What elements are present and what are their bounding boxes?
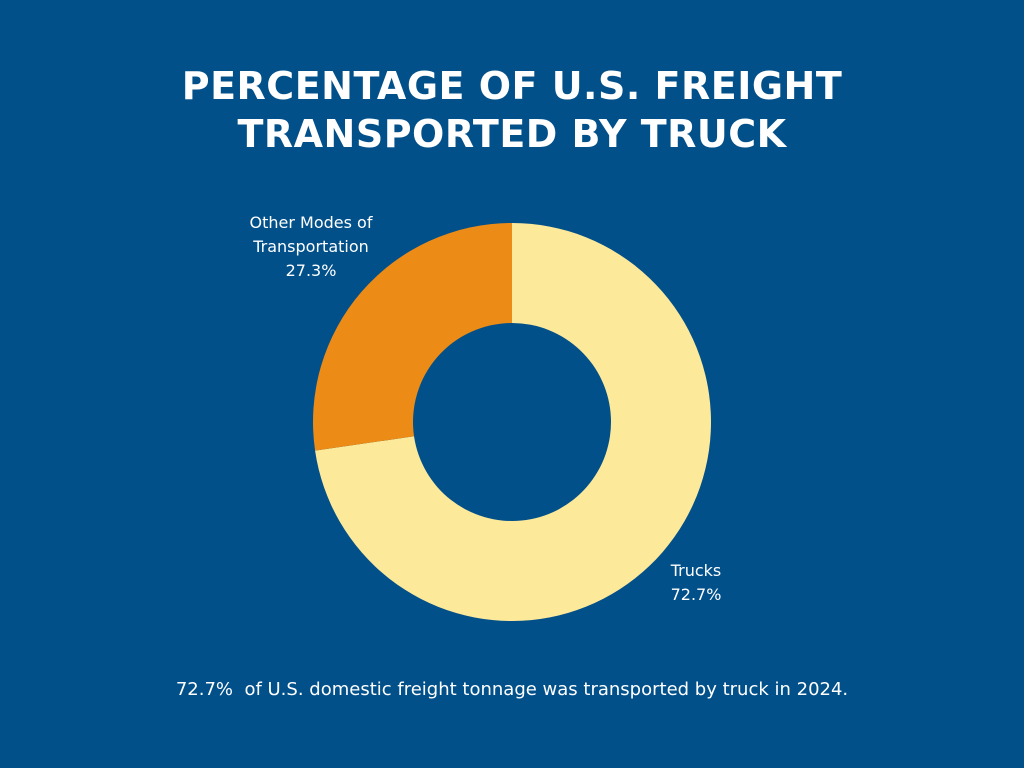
slice-label-other-modes-of-transportation-line-2: Transportation	[252, 237, 369, 256]
chart-caption: 72.7% of U.S. domestic freight tonnage w…	[175, 679, 849, 700]
slice-label-trucks-line-2: 72.7%	[671, 585, 722, 604]
donut-slice-other-modes-of-transportation	[312, 223, 512, 451]
slice-label-other-modes-of-transportation-line-1: Other Modes of	[250, 213, 373, 232]
slice-label-other-modes-of-transportation: Other Modes of Transportation 27.3%	[250, 213, 373, 280]
slice-label-other-modes-of-transportation-line-3: 27.3%	[286, 261, 337, 280]
slice-label-trucks-line-1: Trucks	[670, 561, 722, 580]
chart-title-line-1: PERCENTAGE OF U.S. FREIGHT	[181, 64, 843, 108]
chart-title-line-2: TRANSPORTED BY TRUCK	[237, 112, 787, 156]
chart-title: PERCENTAGE OF U.S. FREIGHT TRANSPORTED B…	[0, 62, 1024, 158]
slice-label-trucks: Trucks 72.7%	[670, 561, 722, 604]
donut-slice-trucks	[315, 223, 711, 621]
